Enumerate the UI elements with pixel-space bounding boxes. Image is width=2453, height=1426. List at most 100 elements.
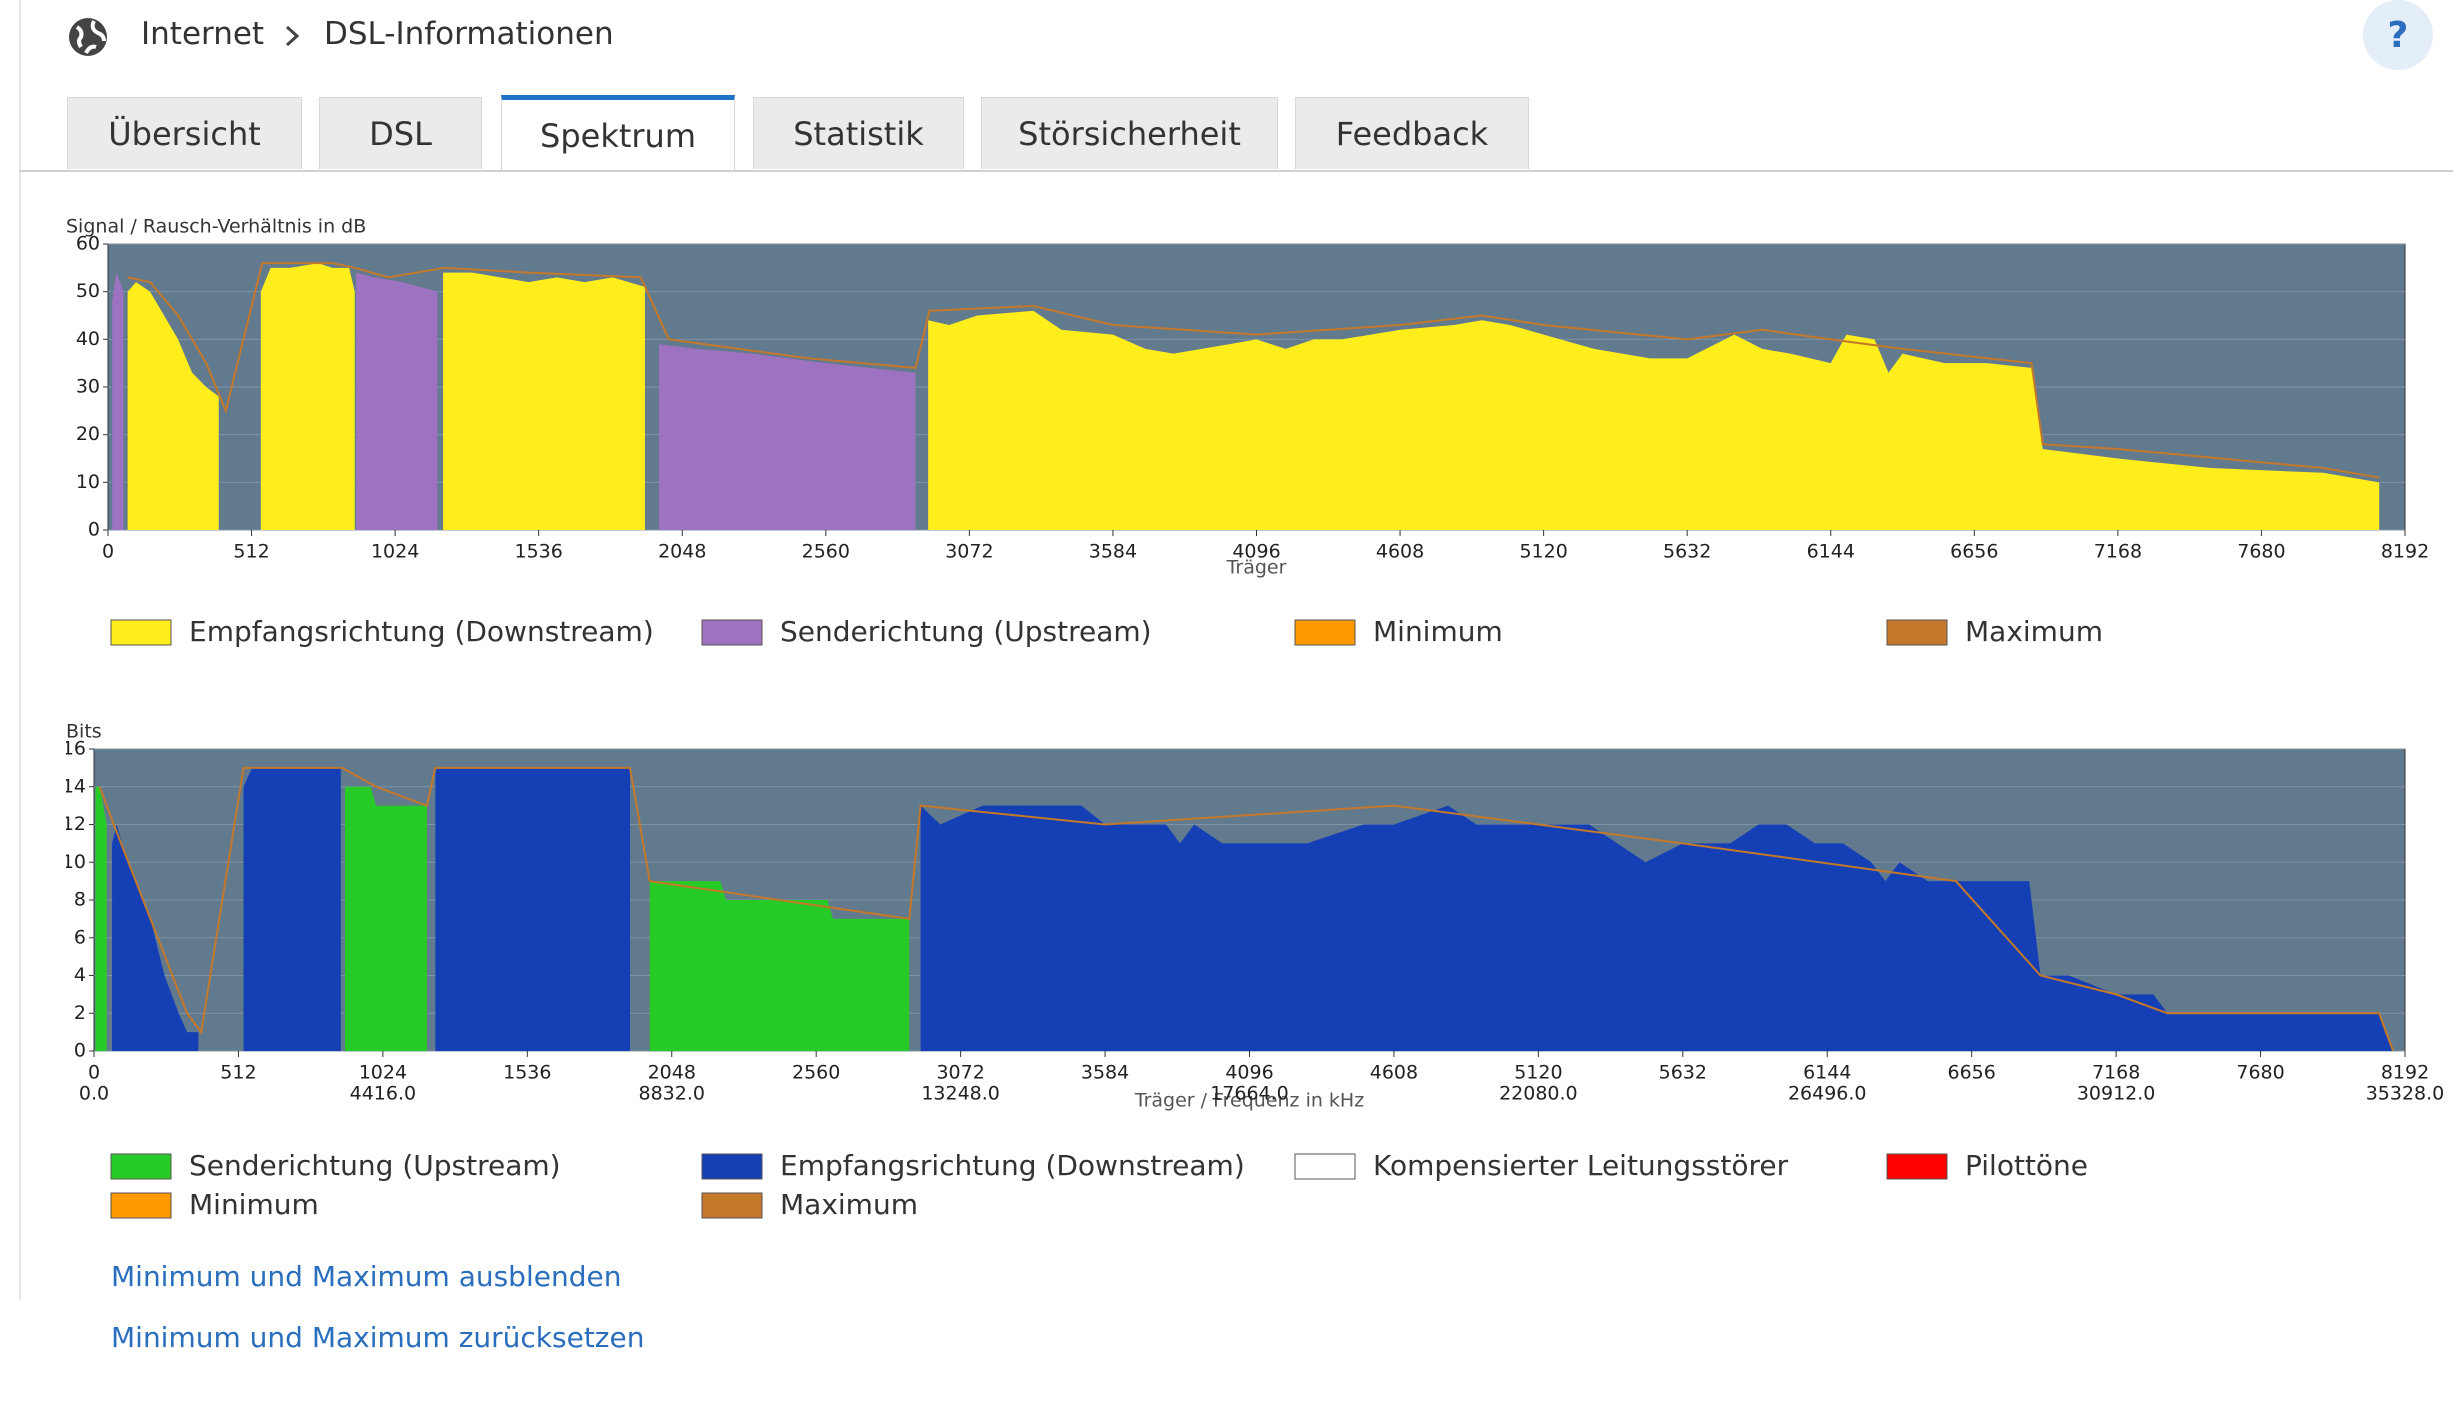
y-tick-label: 0: [88, 519, 100, 541]
y-tick-label: 10: [76, 471, 100, 493]
x2-tick-label: 0.0: [79, 1083, 109, 1105]
area: [112, 272, 916, 530]
x2-tick-label: 13248.0: [921, 1083, 1000, 1105]
charts: Signal / Rausch-Verhältnis in dB Träger 0 1…: [62, 216, 2444, 1222]
area: [95, 786, 910, 1051]
y-tick-label: 12: [62, 813, 86, 835]
y-tick-label: 6: [74, 926, 86, 948]
x-tick-label: 5632: [1659, 1062, 1707, 1084]
x2-tick-label: 17664.0: [1210, 1083, 1289, 1105]
breadcrumb-item[interactable]: Internet: [141, 16, 265, 52]
x-tick-label: 0: [88, 1062, 100, 1084]
legend-swatch: [701, 1192, 763, 1219]
y-tick-label: 0: [74, 1040, 86, 1062]
tab[interactable]: Übersicht: [67, 97, 302, 169]
legend-label: Pilottöne: [1965, 1149, 2088, 1182]
x-tick-label: 5120: [1514, 1062, 1562, 1084]
globe-icon: [69, 18, 107, 56]
legend-swatch: [701, 1153, 763, 1180]
x-tick-label: 512: [220, 1062, 256, 1084]
x-tick-label: 6144: [1807, 541, 1855, 563]
area: [127, 263, 2380, 530]
x-tick-label: 6144: [1803, 1062, 1851, 1084]
line: [127, 262, 2380, 479]
legend-label: Empfangsrichtung (Downstream): [780, 1149, 1245, 1182]
x-tick-label: 2560: [792, 1062, 840, 1084]
legend-label: Kompensierter Leitungsstörer: [1373, 1149, 1789, 1182]
legend-swatch: [1886, 619, 1948, 646]
x-tick-label: 1024: [371, 541, 419, 563]
x-tick-label: 6656: [1948, 1062, 1996, 1084]
legend-swatch: [110, 1192, 172, 1219]
line: [98, 766, 2395, 1051]
x-tick-label: 3584: [1089, 541, 1137, 563]
x-tick-label: 6656: [1950, 541, 1998, 563]
x2-tick-label: 26496.0: [1788, 1083, 1867, 1105]
x-tick-label: 1536: [515, 541, 563, 563]
legend-label: Maximum: [1965, 615, 2103, 648]
x-tick-label: 0: [102, 541, 114, 563]
x-tick-label: 2048: [648, 1062, 696, 1084]
y-tick-label: 30: [76, 376, 100, 398]
legend-swatch: [701, 619, 763, 646]
y-tick-label: 16: [62, 738, 86, 760]
tab[interactable]: Feedback: [1295, 97, 1529, 169]
x2-tick-label: 30912.0: [2077, 1083, 2156, 1105]
x-tick-label: 7680: [2236, 1062, 2284, 1084]
legend-swatch: [1294, 1153, 1356, 1180]
x-tick-label: 2560: [802, 541, 850, 563]
legend-label: Senderichtung (Upstream): [780, 615, 1152, 648]
x2-tick-label: 22080.0: [1499, 1083, 1578, 1105]
x-tick-label: 4096: [1232, 541, 1280, 563]
legend-label: Maximum: [780, 1188, 918, 1221]
x2-tick-label: 8832.0: [639, 1083, 705, 1105]
x-tick-label: 512: [233, 541, 269, 563]
tab[interactable]: Störsicherheit: [981, 97, 1278, 169]
left-border: [19, 0, 21, 1300]
y-tick-label: 10: [62, 851, 86, 873]
x-tick-label: 7168: [2092, 1062, 2140, 1084]
legend-label: Empfangsrichtung (Downstream): [189, 615, 654, 648]
x-tick-label: 7680: [2237, 541, 2285, 563]
legend-swatch: [110, 619, 172, 646]
series-layer: [112, 262, 2380, 530]
x-tick-label: 8192: [2381, 541, 2429, 563]
y-tick-label: 8: [74, 889, 86, 911]
legend-label: Senderichtung (Upstream): [189, 1149, 561, 1182]
x-tick-label: 1024: [359, 1062, 407, 1084]
x-tick-label: 4096: [1225, 1062, 1273, 1084]
x-tick-label: 1536: [503, 1062, 551, 1084]
x-axis-label: Träger / Frequenz in kHz: [1134, 1090, 1364, 1112]
breadcrumb-item: DSL-Informationen: [324, 16, 614, 52]
x2-tick-label: 4416.0: [350, 1083, 416, 1105]
link[interactable]: Minimum und Maximum zurücksetzen: [111, 1321, 645, 1354]
y-tick-labels: 0 2 4 6 8 10 12 14 16: [62, 738, 86, 1062]
legend-swatch: [1886, 1153, 1948, 1180]
link[interactable]: Minimum und Maximum ausblenden: [111, 1260, 622, 1293]
x-tick-label: 8192: [2381, 1062, 2429, 1084]
x-tick-label: 2048: [658, 541, 706, 563]
y-axis-label: Bits: [66, 721, 102, 743]
y-tick-label: 20: [76, 423, 100, 445]
tab[interactable]: DSL: [319, 97, 482, 169]
legend-swatch: [110, 1153, 172, 1180]
x-tick-label: 3584: [1081, 1062, 1129, 1084]
y-axis-label: Signal / Rausch-Verhältnis in dB: [66, 216, 366, 238]
y-tick-label: 40: [76, 328, 100, 350]
area: [112, 767, 2394, 1051]
help-button[interactable]: ?: [2363, 0, 2433, 70]
x-tick-label: 5632: [1663, 541, 1711, 563]
y-tick-label: 14: [62, 775, 86, 797]
y-tick-labels: 0 10 20 30 40 50 60: [76, 233, 100, 541]
x-tick-label: 5120: [1519, 541, 1567, 563]
y-tick-label: 60: [76, 233, 100, 255]
tab[interactable]: Spektrum: [501, 95, 735, 171]
x-tick-label: 3072: [945, 541, 993, 563]
series-layer: [95, 766, 2395, 1051]
legend-swatch: [1294, 619, 1356, 646]
x-tick-label: 4608: [1370, 1062, 1418, 1084]
x-axis-label: Träger: [1226, 557, 1287, 579]
legend-label: Minimum: [189, 1188, 319, 1221]
tab[interactable]: Statistik: [753, 97, 964, 169]
